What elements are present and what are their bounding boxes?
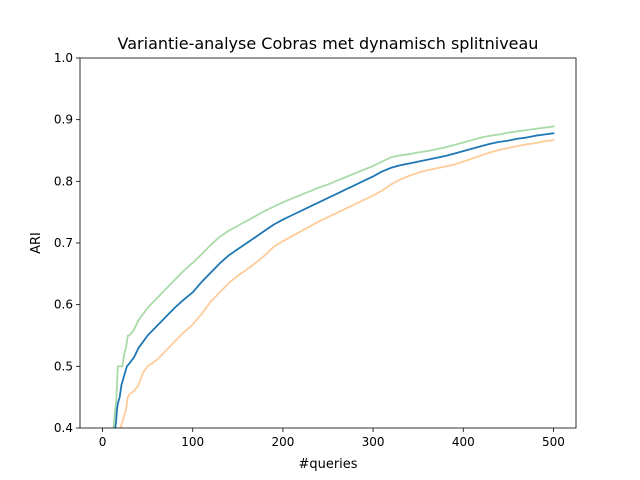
series-line-3 bbox=[114, 132, 555, 428]
series-layer bbox=[112, 125, 555, 428]
series-line-2 bbox=[118, 139, 555, 428]
y-tick-label: 0.6 bbox=[54, 298, 73, 312]
y-tick-label: 1.0 bbox=[54, 51, 73, 65]
ticks-layer: 0 100 200 300 400 500 0.4 0.5 0.6 0.7 0.8 0.9 1.0 bbox=[54, 51, 565, 449]
y-tick-label: 0.9 bbox=[54, 113, 73, 127]
x-axis-label: #queries bbox=[298, 457, 357, 472]
y-tick-label: 0.5 bbox=[54, 359, 73, 373]
y-tick-label: 0.8 bbox=[54, 174, 73, 188]
y-tick-label: 0.7 bbox=[54, 236, 73, 250]
series-line-1 bbox=[112, 125, 555, 428]
chart-title: Variantie-analyse Cobras met dynamisch s… bbox=[118, 34, 539, 53]
x-tick-label: 300 bbox=[362, 435, 385, 449]
x-tick-label: 400 bbox=[452, 435, 475, 449]
x-tick-label: 0 bbox=[99, 435, 107, 449]
y-tick-label: 0.4 bbox=[54, 421, 73, 435]
x-tick-label: 100 bbox=[181, 435, 204, 449]
x-tick-label: 500 bbox=[542, 435, 565, 449]
plot-frame bbox=[79, 57, 577, 429]
y-axis-label: ARI bbox=[29, 232, 44, 254]
x-tick-label: 200 bbox=[271, 435, 294, 449]
